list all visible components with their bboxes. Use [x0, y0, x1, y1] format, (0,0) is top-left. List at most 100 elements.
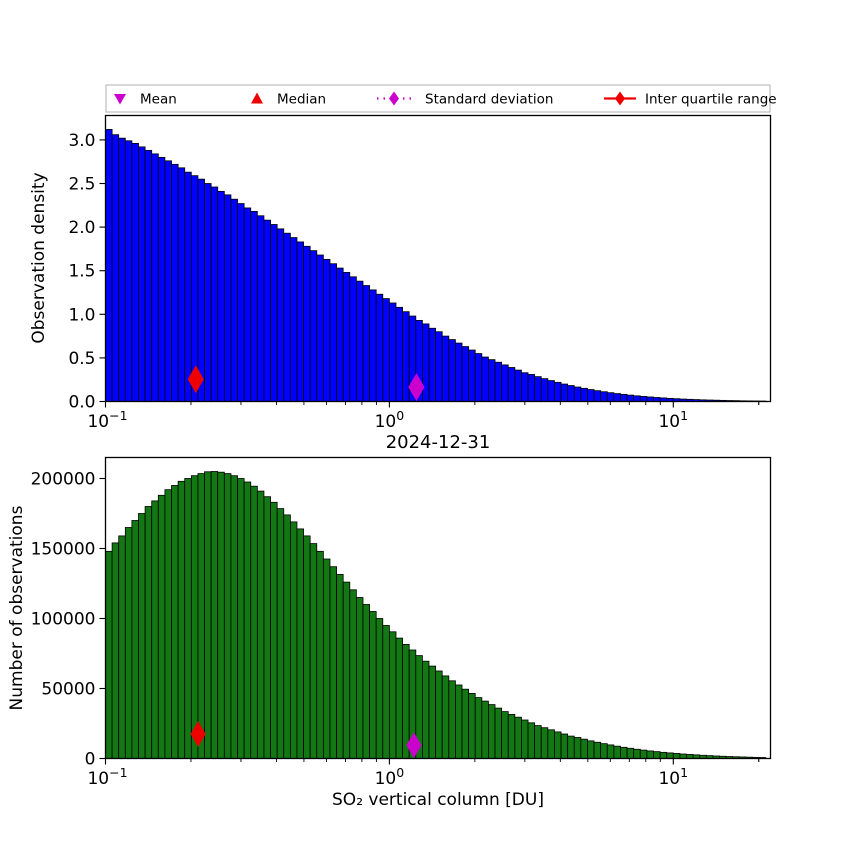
histogram-bar — [573, 386, 582, 402]
histogram-bar — [197, 473, 205, 759]
histogram-bar — [547, 729, 555, 759]
histogram-bar — [646, 396, 654, 402]
legend-item[interactable]: Median — [251, 92, 326, 108]
y-tick-label: 1.0 — [68, 305, 95, 325]
histogram-bar — [256, 215, 265, 402]
histogram-bar — [342, 272, 351, 402]
histogram-bar — [620, 746, 628, 759]
histogram-bar — [593, 390, 602, 402]
legend-label: Standard deviation — [425, 92, 553, 108]
histogram-bar — [422, 660, 430, 759]
histogram-bar — [395, 306, 404, 402]
histogram-bar — [534, 376, 542, 402]
histogram-bar — [534, 725, 542, 759]
histogram-bar — [177, 167, 186, 402]
legend-item[interactable]: Inter quartile range — [604, 91, 777, 108]
histogram-bar — [455, 342, 463, 402]
top-axes-frame — [104, 114, 772, 403]
histogram-bar — [276, 508, 285, 759]
top-y-axis-label: Observation density — [29, 172, 49, 343]
histogram-bar — [448, 680, 456, 759]
histogram-bar — [204, 471, 212, 759]
histogram-bar — [105, 550, 113, 759]
histogram-bar — [375, 618, 384, 759]
histogram-bar — [468, 693, 476, 759]
histogram-bar — [349, 589, 357, 759]
histogram-bar — [560, 383, 569, 402]
bottom-y-axis-label: Number of observations — [7, 505, 27, 710]
histogram-bar — [157, 494, 166, 759]
y-tick-label: 200000 — [31, 470, 96, 490]
histogram-bar — [600, 743, 608, 759]
histogram-bar — [303, 245, 311, 402]
histogram-bar — [118, 535, 126, 759]
histogram-bar — [593, 741, 602, 759]
y-tick-label: 0.5 — [68, 349, 95, 369]
histogram-bar — [435, 331, 443, 402]
histogram-bar — [679, 753, 687, 759]
histogram-bar — [554, 381, 562, 402]
histogram-bar — [382, 625, 390, 759]
histogram-bar — [270, 224, 278, 402]
histogram-bar — [342, 581, 351, 759]
histogram-bar — [527, 374, 536, 402]
histogram-bar — [157, 156, 166, 402]
histogram-bar — [600, 391, 608, 402]
histogram-bar — [521, 372, 529, 402]
histogram-bar — [243, 207, 252, 402]
histogram-bar — [567, 385, 575, 402]
histogram-bar — [455, 684, 463, 759]
histogram-bar — [672, 753, 681, 759]
histogram-bar — [474, 697, 483, 759]
histogram-bar — [494, 707, 503, 759]
histogram-bar — [666, 752, 674, 759]
histogram-bar — [639, 749, 648, 759]
histogram-bar — [263, 219, 271, 402]
histogram-bar — [507, 367, 516, 402]
histogram-bar — [606, 392, 615, 402]
y-tick-label: 0.0 — [68, 393, 95, 413]
histogram-bar — [204, 183, 212, 402]
histogram-bar — [164, 160, 172, 402]
legend-item[interactable]: Standard deviation — [377, 91, 553, 108]
histogram-bar — [547, 380, 555, 402]
histogram-bar — [653, 751, 661, 759]
histogram-bar — [567, 735, 575, 759]
bottom-stat-markers — [190, 721, 422, 759]
histogram-bar — [309, 543, 318, 759]
histogram-bar — [237, 478, 245, 759]
histogram-bar — [613, 745, 621, 759]
histogram-bar — [197, 178, 205, 402]
histogram-bar — [362, 604, 370, 759]
histogram-bar — [388, 302, 397, 402]
histogram-bar — [461, 346, 470, 402]
histogram-bar — [355, 597, 364, 759]
histogram-bar — [639, 396, 648, 402]
histogram-bar — [164, 489, 172, 759]
histogram-bar — [481, 700, 489, 759]
y-tick-label: 0 — [85, 750, 96, 770]
histogram-bar — [210, 186, 219, 402]
histogram-bar — [256, 490, 265, 759]
histogram-bar — [659, 751, 668, 759]
histogram-bar — [369, 611, 377, 759]
y-tick-label: 1.5 — [68, 262, 95, 282]
histogram-bar — [355, 280, 364, 402]
histogram-bar — [190, 475, 199, 759]
histogram-bar — [362, 285, 370, 402]
histogram-bar — [428, 665, 437, 759]
histogram-bar — [243, 481, 252, 759]
histogram-bar — [349, 276, 357, 402]
y-tick-label: 2.0 — [68, 218, 95, 238]
histogram-bar — [263, 496, 271, 759]
legend-item[interactable]: Mean — [114, 92, 177, 108]
histogram-bar — [151, 153, 159, 402]
histogram-bar — [501, 364, 509, 402]
histogram-bar — [276, 228, 285, 402]
y-tick-label: 150000 — [31, 540, 96, 560]
histogram-bar — [230, 475, 238, 759]
histogram-bar — [540, 378, 549, 402]
histogram-bar — [580, 738, 588, 759]
